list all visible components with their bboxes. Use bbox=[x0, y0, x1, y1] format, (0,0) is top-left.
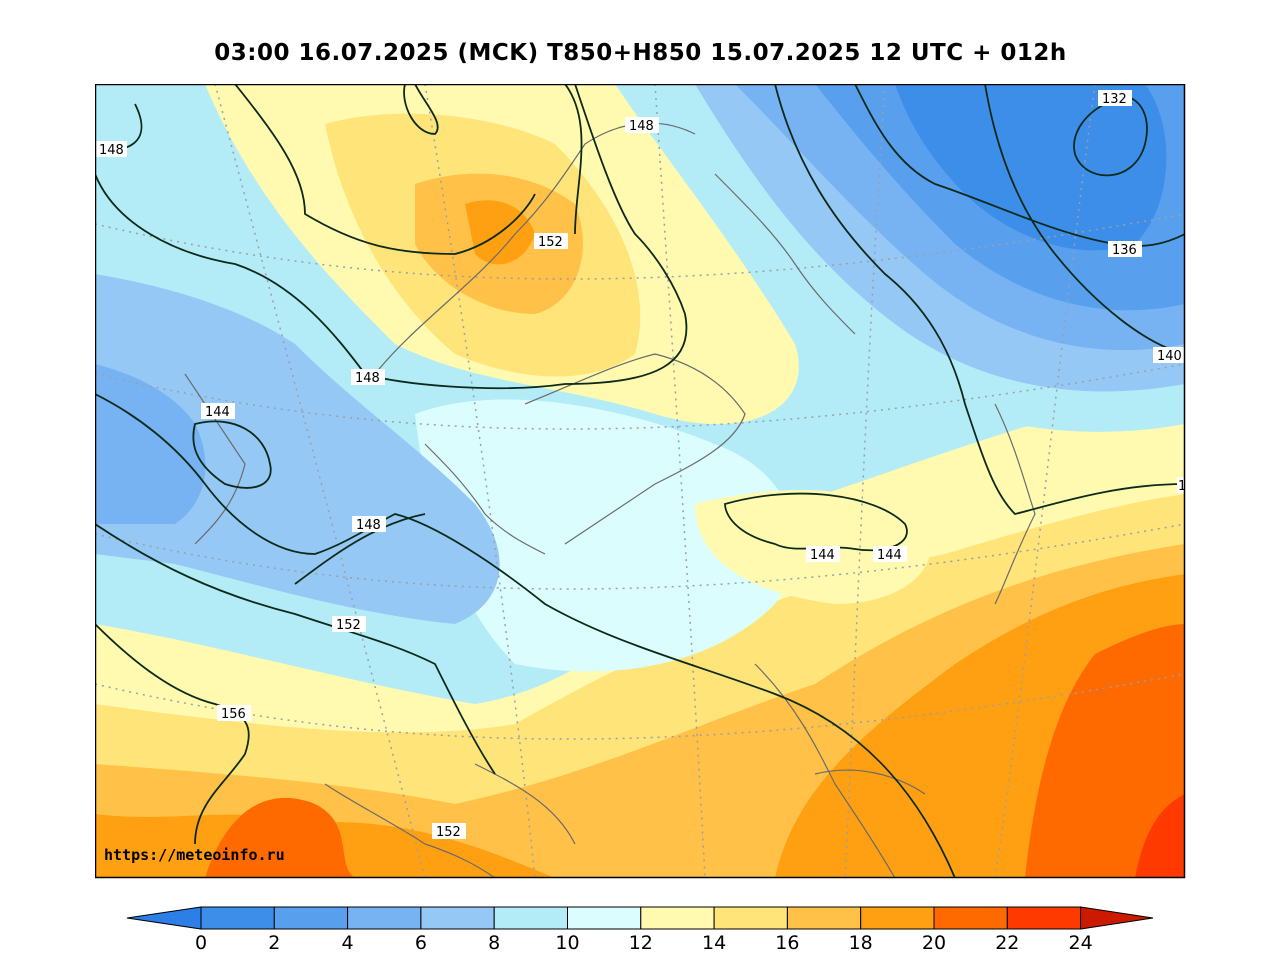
contour-label-c8: 144 bbox=[205, 405, 230, 420]
colorbar-cell-2 bbox=[347, 906, 422, 930]
colorbar-tick-label: 0 bbox=[195, 932, 207, 954]
contour-label-c13: 156 bbox=[221, 707, 246, 722]
contour-label-c12: 152 bbox=[336, 618, 361, 633]
colorbar-tick-label: 18 bbox=[849, 932, 873, 954]
colorbar-tick-label: 14 bbox=[702, 932, 726, 954]
field-10-central bbox=[415, 399, 795, 672]
colorbar-cell-1 bbox=[273, 906, 349, 930]
contour-label-group: 148 148 152 132 136 140 148 144 148 144 … bbox=[95, 90, 1186, 840]
field-4-west bbox=[95, 364, 206, 524]
colorbar-tick-label: 8 bbox=[488, 932, 500, 954]
source-url: https://meteoinfo.ru bbox=[104, 846, 285, 864]
colorbar-tick-label: 6 bbox=[415, 932, 427, 954]
temperature-map: 148 148 152 132 136 140 148 144 148 144 … bbox=[95, 84, 1186, 879]
colorbar-cell-4 bbox=[493, 906, 569, 930]
field-24-east bbox=[1135, 794, 1185, 878]
colorbar-over-arrow bbox=[1080, 906, 1154, 930]
contour-label-c2: 148 bbox=[629, 119, 654, 134]
field-0-northeast bbox=[895, 84, 1167, 251]
colorbar-cell-10 bbox=[933, 906, 1008, 930]
contour-label-c10: 144 bbox=[810, 548, 835, 563]
contour-label-c1: 148 bbox=[99, 143, 124, 158]
contour-label-c15: 1 bbox=[1178, 479, 1186, 494]
colorbar-cell-0 bbox=[200, 906, 275, 930]
colorbar-tick-label: 4 bbox=[342, 932, 354, 954]
contour-label-c6: 140 bbox=[1157, 349, 1182, 364]
contour-label-c11: 144 bbox=[877, 548, 902, 563]
colorbar-cell-8 bbox=[786, 906, 862, 930]
map-frame bbox=[95, 84, 1186, 879]
colorbar-cell-3 bbox=[420, 906, 495, 930]
colorbar-tick-label: 16 bbox=[775, 932, 799, 954]
contour-label-c3: 152 bbox=[538, 235, 563, 250]
contour-label-c9: 148 bbox=[356, 518, 381, 533]
colorbar-cell-7 bbox=[713, 906, 788, 930]
colorbar-tick-label: 20 bbox=[922, 932, 946, 954]
contour-label-c7: 148 bbox=[355, 371, 380, 386]
field-22-east bbox=[1025, 624, 1185, 878]
colorbar-cell-5 bbox=[567, 906, 642, 930]
colorbar-tick-label: 24 bbox=[1069, 932, 1093, 954]
contour-label-c14: 152 bbox=[436, 825, 461, 840]
contour-label-c5: 136 bbox=[1112, 243, 1137, 258]
map-title: 03:00 16.07.2025 (MCK) T850+H850 15.07.2… bbox=[214, 40, 1067, 66]
colorbar-cell-11 bbox=[1006, 906, 1082, 930]
colorbar: 0 2 4 6 8 10 12 14 16 18 20 22 24 bbox=[126, 906, 1154, 954]
colorbar-cell-6 bbox=[640, 906, 715, 930]
field-6-west bbox=[95, 274, 500, 624]
colorbar-tick-label: 2 bbox=[268, 932, 280, 954]
colorbar-tick-label: 10 bbox=[555, 932, 579, 954]
colorbar-tick-label: 12 bbox=[629, 932, 653, 954]
colorbar-under-arrow bbox=[126, 906, 202, 930]
colorbar-cell-9 bbox=[860, 906, 935, 930]
contour-label-c4: 132 bbox=[1102, 92, 1127, 107]
geopotential-contours bbox=[95, 84, 1185, 878]
colorbar-tick-label: 22 bbox=[995, 932, 1019, 954]
field-22-southwest bbox=[205, 797, 355, 878]
